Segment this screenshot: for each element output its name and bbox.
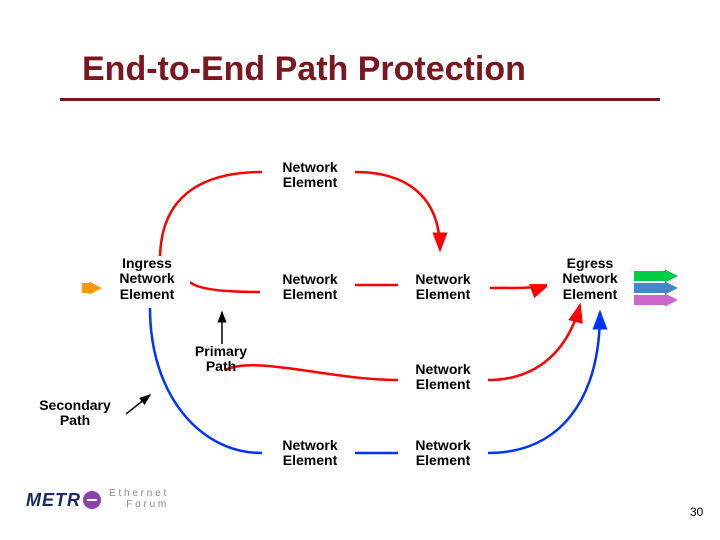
path-top_left_red <box>160 172 262 260</box>
node-line: Network <box>267 272 353 287</box>
page-number: 30 <box>690 505 703 519</box>
path-blue_right <box>488 312 600 453</box>
node-line: Element <box>400 287 486 302</box>
path-top_right_red <box>355 172 440 250</box>
network-element-lowmid: NetworkElement <box>400 362 486 393</box>
node-line: Element <box>104 287 190 302</box>
node-line: Network <box>400 438 486 453</box>
node-line: Element <box>400 453 486 468</box>
network-element-bottom-2: NetworkElement <box>400 438 486 469</box>
node-line: Element <box>267 287 353 302</box>
egress-arrow-icon-1 <box>634 282 678 295</box>
egress-arrow-icon-2 <box>634 294 678 307</box>
node-line: Element <box>547 287 633 302</box>
node-line: Network <box>267 438 353 453</box>
node-line: Network <box>267 160 353 175</box>
egress-network-element: EgressNetworkElement <box>547 256 633 302</box>
label-line: Primary <box>178 344 264 359</box>
secondary-path-label: SecondaryPath <box>20 398 130 429</box>
label-line: Secondary <box>20 398 130 413</box>
path-mid_left_red <box>190 282 260 292</box>
node-line: Network <box>547 271 633 286</box>
network-element-mid-1: NetworkElement <box>267 272 353 303</box>
network-element-top: NetworkElement <box>267 160 353 191</box>
label-line: Path <box>20 413 130 428</box>
footer-logo: METR E t h e r n e tF o r u m <box>26 488 166 511</box>
node-line: Egress <box>547 256 633 271</box>
label-line: Path <box>178 359 264 374</box>
network-element-bottom-1: NetworkElement <box>267 438 353 469</box>
node-line: Network <box>104 271 190 286</box>
title-underline <box>60 98 660 101</box>
node-line: Network <box>400 362 486 377</box>
node-line: Ingress <box>104 256 190 271</box>
path-mid_right_red <box>490 285 548 288</box>
logo-circle-icon <box>83 491 101 509</box>
node-line: Element <box>267 453 353 468</box>
node-line: Network <box>400 272 486 287</box>
path-blue_left <box>150 308 262 453</box>
node-line: Element <box>400 377 486 392</box>
node-line: Element <box>267 175 353 190</box>
primary-path-label: PrimaryPath <box>178 344 264 375</box>
logo-metro-text: METR <box>26 490 81 510</box>
slide-title: End-to-End Path Protection <box>82 50 526 89</box>
egress-arrow-icon-0 <box>634 270 678 283</box>
slide-title-text: End-to-End Path Protection <box>82 50 526 88</box>
path-lowmid_red1 <box>488 305 580 380</box>
ingress-arrow-icon <box>82 282 102 295</box>
logo-sub: E t h e r n e tF o r u m <box>109 488 166 510</box>
ingress-network-element: IngressNetworkElement <box>104 256 190 302</box>
network-element-mid-2: NetworkElement <box>400 272 486 303</box>
